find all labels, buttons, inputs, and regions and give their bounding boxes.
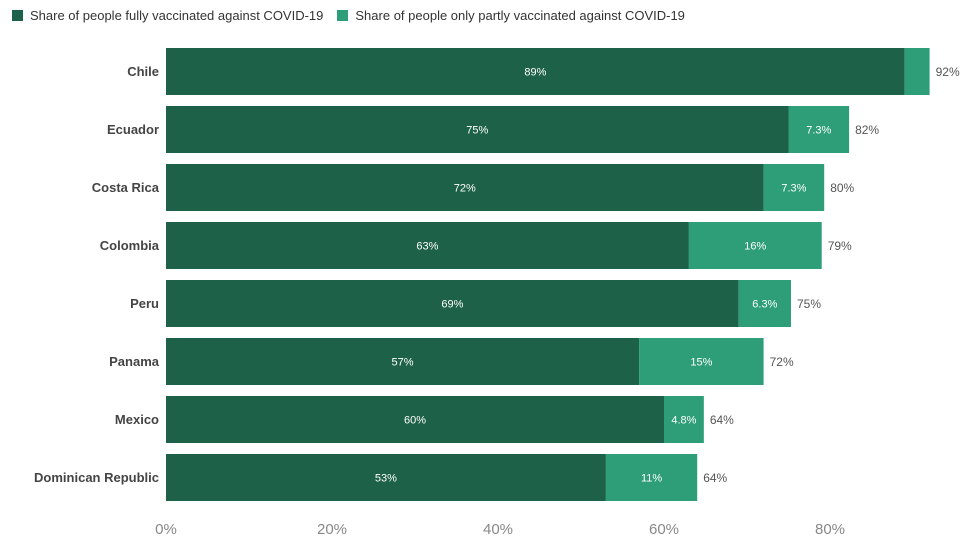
bar-fully — [166, 280, 739, 327]
bar-value-label: 60% — [404, 415, 426, 427]
bar-total-label: 92% — [936, 65, 960, 79]
category-label: Colombia — [100, 238, 160, 253]
bar-partly — [688, 222, 822, 269]
bar-partly — [788, 106, 850, 153]
bar-fully — [166, 48, 905, 95]
legend-item-fully[interactable]: Share of people fully vaccinated against… — [12, 8, 323, 23]
bar-value-label: 75% — [466, 125, 488, 137]
bar-partly — [904, 48, 930, 95]
legend: Share of people fully vaccinated against… — [12, 8, 699, 23]
bar-value-label: 15% — [690, 357, 712, 369]
category-label: Ecuador — [107, 122, 159, 137]
bar-value-label: 69% — [441, 299, 463, 311]
legend-swatch-partly — [337, 10, 349, 21]
category-label: Mexico — [115, 412, 159, 427]
bar-total-label: 80% — [830, 181, 854, 195]
bar-total-label: 79% — [828, 239, 852, 253]
bar-partly — [763, 164, 825, 211]
category-label: Peru — [130, 296, 159, 311]
bar-total-label: 64% — [710, 413, 734, 427]
category-label: Dominican Republic — [34, 470, 159, 485]
bar-fully — [166, 164, 764, 211]
x-tick-label: 0% — [155, 521, 177, 538]
legend-swatch-fully — [12, 10, 23, 21]
legend-item-partly[interactable]: Share of people only partly vaccinated a… — [337, 8, 685, 23]
bar-value-label: 7.3% — [781, 183, 806, 195]
x-tick-label: 60% — [649, 521, 679, 538]
bar-value-label: 63% — [416, 241, 438, 253]
bar-fully — [166, 222, 689, 269]
bar-value-label: 16% — [744, 241, 766, 253]
bar-partly — [605, 454, 698, 501]
bar-partly — [738, 280, 791, 327]
bar-total-label: 82% — [855, 123, 879, 137]
bar-fully — [166, 454, 606, 501]
bar-total-label: 75% — [797, 297, 821, 311]
bar-total-label: 64% — [703, 471, 727, 485]
bar-value-label: 6.3% — [752, 299, 777, 311]
bar-fully — [166, 396, 664, 443]
category-label: Panama — [109, 354, 160, 369]
bar-total-label: 72% — [770, 355, 794, 369]
x-tick-label: 80% — [815, 521, 845, 538]
category-label: Costa Rica — [92, 180, 160, 195]
bar-value-label: 11% — [641, 473, 662, 485]
bar-value-label: 57% — [392, 357, 414, 369]
bar-value-label: 4.8% — [671, 415, 696, 427]
bar-partly — [639, 338, 764, 385]
bar-value-label: 7.3% — [806, 125, 831, 137]
category-label: Chile — [127, 64, 159, 79]
legend-label-partly: Share of people only partly vaccinated a… — [355, 8, 685, 23]
x-tick-label: 40% — [483, 521, 513, 538]
legend-label-fully: Share of people fully vaccinated against… — [30, 8, 324, 23]
bar-value-label: 72% — [454, 183, 476, 195]
bar-value-label: 53% — [375, 473, 397, 485]
bar-fully — [166, 106, 789, 153]
bar-partly — [664, 396, 704, 443]
x-tick-label: 20% — [317, 521, 347, 538]
bar-value-label: 89% — [524, 67, 546, 79]
bar-fully — [166, 338, 640, 385]
